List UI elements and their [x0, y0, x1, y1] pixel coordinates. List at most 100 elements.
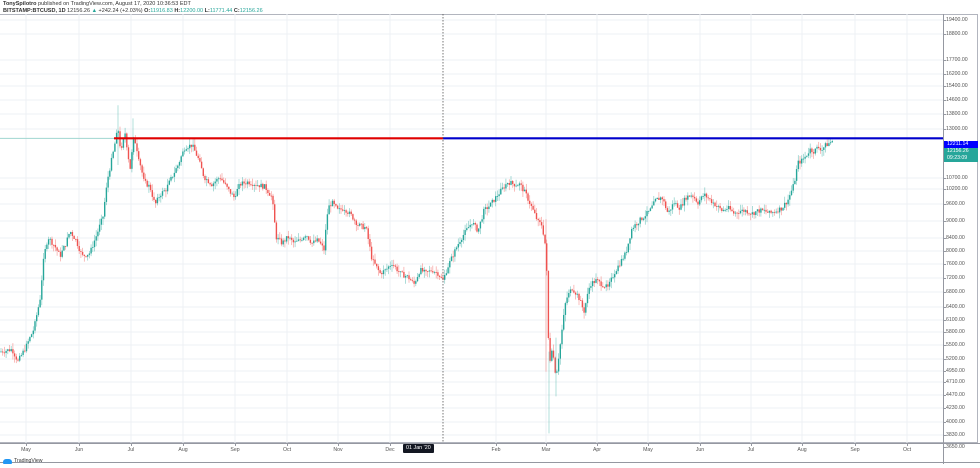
time-tick	[131, 443, 132, 446]
price-tick	[943, 447, 946, 448]
price-tick	[943, 264, 946, 265]
price-tick	[943, 422, 946, 423]
candlestick-chart[interactable]	[0, 14, 943, 443]
price-label: 13000.00	[946, 126, 968, 132]
high-label: H:	[174, 7, 181, 14]
price-label: 10700.00	[946, 175, 968, 181]
time-tick	[338, 443, 339, 446]
price-tick	[943, 395, 946, 396]
price-tick	[943, 114, 946, 115]
time-tick	[79, 443, 80, 446]
time-label: Apr	[592, 447, 602, 453]
chart-frame	[0, 14, 978, 443]
price-tick	[943, 251, 946, 252]
open-value: 11916.83	[150, 7, 173, 14]
low-label: L:	[204, 7, 210, 14]
time-label: Mar	[541, 447, 551, 453]
price-tick	[943, 20, 946, 21]
price-label: 8400.00	[946, 235, 965, 241]
price-label: 7600.00	[946, 261, 965, 267]
price-label: 4470.00	[946, 392, 965, 398]
time-axis-bottom	[0, 462, 980, 463]
price-tick	[943, 60, 946, 61]
time-tick	[26, 443, 27, 446]
price-tick	[943, 320, 946, 321]
time-tick	[235, 443, 236, 446]
time-label: Jun	[74, 447, 84, 453]
time-tick	[546, 443, 547, 446]
price-tick	[943, 278, 946, 279]
price-label: 5500.00	[946, 342, 965, 348]
symbol-label[interactable]: BITSTAMP:BTCUSD, 1D	[3, 7, 66, 14]
price-label: 4710.00	[946, 379, 965, 385]
price-tick	[943, 435, 946, 436]
price-tick	[943, 408, 946, 409]
price-label: 17700.00	[946, 57, 968, 63]
last-price: 12156.26	[67, 7, 91, 14]
time-label: May	[21, 447, 31, 453]
price-label: 4230.00	[946, 405, 965, 411]
candles	[0, 105, 833, 434]
price-label: 5200.00	[946, 356, 965, 362]
price-tick	[943, 100, 946, 101]
time-label: Jun	[695, 447, 705, 453]
price-tick	[943, 221, 946, 222]
up-arrow-icon: ▲	[91, 7, 98, 14]
price-label: 8000.00	[946, 248, 965, 254]
price-label: 6100.00	[946, 317, 965, 323]
close-value: 12156.26	[239, 7, 263, 14]
time-label: May	[643, 447, 653, 453]
price-tick	[943, 74, 946, 75]
time-tick	[648, 443, 649, 446]
price-label: 3650.00	[946, 444, 965, 450]
tradingview-logo[interactable]: TradingView	[3, 458, 43, 464]
time-label: Dec	[385, 447, 395, 453]
price-tick	[943, 307, 946, 308]
low-value: 11771.44	[209, 7, 233, 14]
price-label: 4950.00	[946, 368, 965, 374]
price-tick	[943, 86, 946, 87]
line-level-badge: 12211.14	[944, 140, 978, 148]
countdown-badge: 09:23:09	[944, 154, 978, 162]
price-tick	[943, 189, 946, 190]
price-label: 3830.00	[946, 432, 965, 438]
tradingview-brand: TradingView	[14, 458, 43, 464]
price-label: 15400.00	[946, 83, 968, 89]
publish-line: TonySpilotro published on TradingView.co…	[3, 1, 263, 8]
price-tick	[943, 345, 946, 346]
price-label: 9600.00	[946, 201, 965, 207]
price-axis-separator	[943, 14, 944, 464]
author-name[interactable]: TonySpilotro	[3, 1, 37, 7]
close-label: C:	[233, 7, 240, 14]
time-tick	[700, 443, 701, 446]
time-tick	[390, 443, 391, 446]
price-tick	[943, 292, 946, 293]
price-tick	[943, 359, 946, 360]
price-label: 16200.00	[946, 71, 968, 77]
change-value: +242.24 (+2.03%)	[98, 7, 143, 14]
price-tick	[943, 178, 946, 179]
grid	[0, 14, 943, 443]
time-label: Aug	[178, 447, 188, 453]
crosshair-date-label: 01 Jan '20	[403, 444, 434, 453]
price-label: 7200.00	[946, 275, 965, 281]
price-label: 4000.00	[946, 419, 965, 425]
price-tick	[943, 204, 946, 205]
price-tick	[943, 332, 946, 333]
high-value: 12200.00	[180, 7, 204, 14]
last-price-badge: 12156.26	[944, 147, 978, 155]
time-tick	[855, 443, 856, 446]
price-label: 5800.00	[946, 329, 965, 335]
price-label: 6800.00	[946, 289, 965, 295]
price-tick	[943, 371, 946, 372]
time-label: Jul	[127, 447, 135, 453]
tradingview-cloud-icon	[3, 458, 12, 464]
price-label: 9000.00	[946, 218, 965, 224]
time-tick	[287, 443, 288, 446]
time-label: Jul	[747, 447, 755, 453]
time-label: Feb	[491, 447, 501, 453]
price-label: 13800.00	[946, 111, 968, 117]
price-tick	[943, 382, 946, 383]
price-label: 18800.00	[946, 31, 968, 37]
price-label: 14600.00	[946, 97, 968, 103]
